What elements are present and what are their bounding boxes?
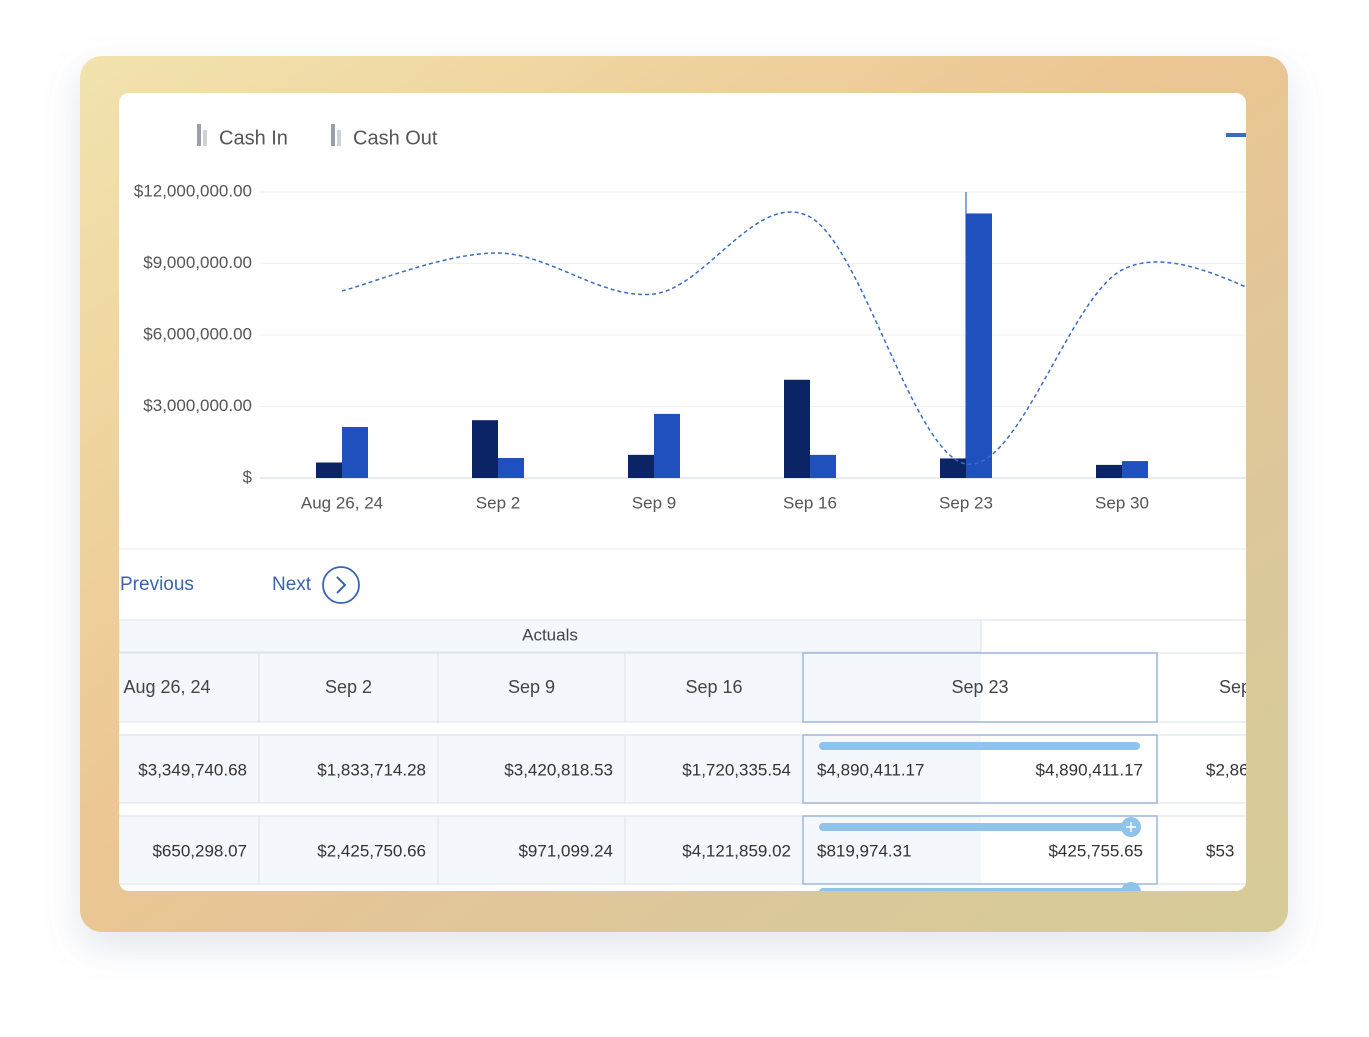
x-tick-label: Aug 26, 24 [301,493,383,512]
y-tick-label: $12,000,000.00 [134,181,252,200]
selected-cell [802,734,1158,804]
content: Previous Next $ $3,000,000.00 $6,000,000.0… [119,124,1251,891]
cell-value: $971,099.24 [518,841,613,860]
selected-cell [802,815,1158,885]
bar [784,379,810,478]
legend-icon [197,124,201,146]
legend-icon [337,130,341,146]
cell-value: $53 [1206,841,1234,860]
bar [316,462,342,478]
y-tick-label: $6,000,000.00 [143,324,252,343]
cell-value: $4,890,411.17 [817,760,924,779]
column-header: Sep 9 [508,677,555,697]
legend-icon [331,124,335,146]
column-header: Sep 2 [325,677,372,697]
slider-plus [1126,822,1136,832]
cell-value: $3,420,818.53 [504,760,613,779]
cell-value: $3,349,740.68 [138,760,247,779]
next-icon[interactable] [322,566,360,604]
x-tick-label: Sep 2 [476,493,520,512]
slider-track [819,742,1140,750]
x-tick-label: Sep 23 [939,493,993,512]
cell-value: $2,425,750.66 [317,841,426,860]
legend-label: Cash In [219,127,288,149]
cell-value: $819,974.31 [817,841,912,860]
column-header: Aug 26, 24 [123,677,210,697]
y-tick-label: $9,000,000.00 [143,253,252,272]
legend-icon [203,130,207,146]
cell-value: $2,86 [1206,760,1249,779]
cell-value: $4,890,411.17 [1036,760,1143,779]
x-tick-label: Sep 30 [1095,493,1149,512]
row-bg [119,653,981,722]
group-header [119,619,982,653]
bar [940,458,966,478]
group-label: Actuals [522,625,578,644]
y-tick-label: $ [243,467,253,486]
bar [628,454,654,478]
bar [654,413,680,478]
column-header: Sep [1219,677,1251,697]
bar [498,457,524,478]
line [341,211,1246,465]
slider-handle [1121,882,1141,891]
bar [472,420,498,478]
x-tick-label: Sep 9 [632,493,676,512]
cell-value: $425,755.65 [1048,841,1143,860]
bar [966,213,992,478]
slider-track [819,888,1140,891]
cell-value: $1,833,714.28 [317,760,426,779]
bar [342,426,368,478]
cell-value: $650,298.07 [152,841,247,860]
bar [1096,464,1122,478]
legend-label: Cash Out [353,127,438,149]
bar [1122,461,1148,478]
column-header: Sep 23 [951,677,1008,697]
column-header: Sep 16 [685,677,742,697]
y-tick-label: $3,000,000.00 [143,396,252,415]
selected-column [802,652,1158,723]
previous-button[interactable]: Previous [120,574,194,595]
bar [810,454,836,478]
slider-track [819,823,1140,831]
next-chevron [336,576,347,594]
cell-value: $4,121,859.02 [682,841,791,860]
x-tick-label: Sep 16 [783,493,837,512]
next-button[interactable]: Next [272,574,312,595]
cell-value: $1,720,335.54 [682,760,791,779]
legend-line-swatch [1226,133,1246,137]
